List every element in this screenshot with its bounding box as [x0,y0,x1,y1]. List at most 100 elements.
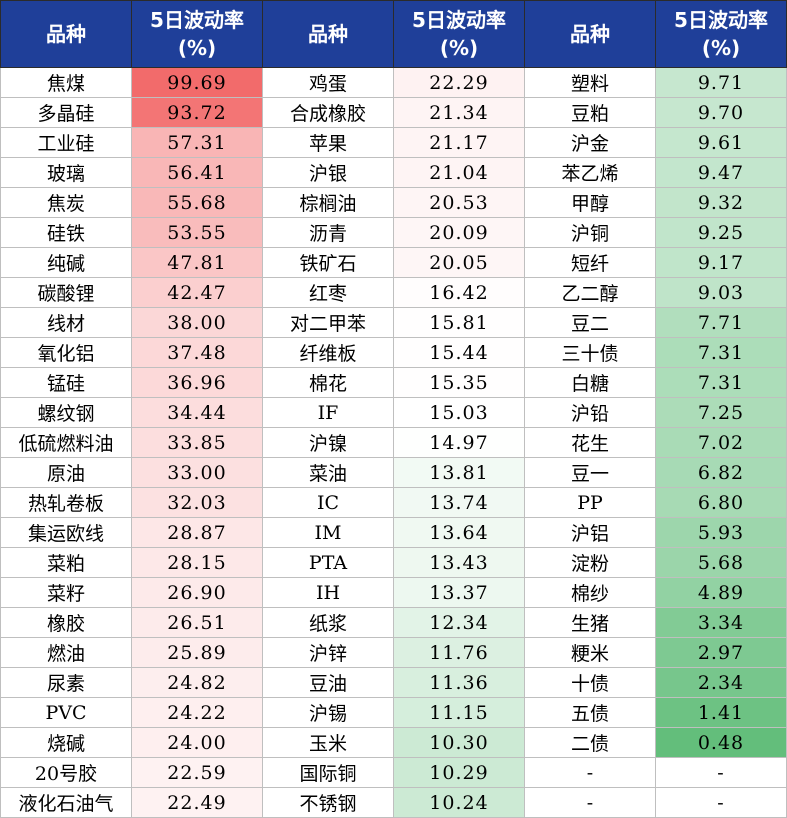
variety-cell: 棕榈油 [262,187,394,218]
volatility-cell: 55.68 [131,187,263,218]
volatility-cell: 20.53 [393,187,525,218]
variety-cell: 沪铜 [524,217,656,248]
table-row: 碳酸锂 42.47 红枣 16.42 乙二醇 9.03 [0,277,787,308]
table-row: 纯碱 47.81 铁矿石 20.05 短纤 9.17 [0,247,787,278]
volatility-cell: 7.02 [655,427,787,458]
volatility-cell: 56.41 [131,157,263,188]
table-row: 焦煤 99.69 鸡蛋 22.29 塑料 9.71 [0,67,787,98]
volatility-cell: 20.09 [393,217,525,248]
variety-cell: IM [262,517,394,548]
variety-cell: 菜油 [262,457,394,488]
volatility-cell: 11.36 [393,667,525,698]
header-volatility-2: 5日波动率 (%) [393,0,525,68]
variety-cell: 菜籽 [0,577,132,608]
variety-cell: 乙二醇 [524,277,656,308]
variety-cell: 纤维板 [262,337,394,368]
variety-cell: 多晶硅 [0,97,132,128]
variety-cell: IH [262,577,394,608]
volatility-cell: 15.81 [393,307,525,338]
volatility-cell: 7.31 [655,337,787,368]
variety-cell: PVC [0,697,132,728]
table-row: 菜粕 28.15 PTA 13.43 淀粉 5.68 [0,547,787,578]
volatility-cell: 22.49 [131,787,263,818]
volatility-cell: 9.17 [655,247,787,278]
header-row: 品种 5日波动率 (%) 品种 5日波动率 (%) 品种 5日波动率 (%) [0,0,787,68]
volatility-cell: 24.82 [131,667,263,698]
volatility-cell: 9.70 [655,97,787,128]
variety-cell: IC [262,487,394,518]
variety-cell: 烧碱 [0,727,132,758]
volatility-cell: 99.69 [131,67,263,98]
variety-cell: 锰硅 [0,367,132,398]
variety-cell: 沪锌 [262,637,394,668]
variety-cell: 沪铅 [524,397,656,428]
variety-cell: 玉米 [262,727,394,758]
variety-cell: 棉花 [262,367,394,398]
table-row: PVC 24.22 沪锡 11.15 五债 1.41 [0,697,787,728]
variety-cell: 塑料 [524,67,656,98]
table-row: 低硫燃料油 33.85 沪镍 14.97 花生 7.02 [0,427,787,458]
volatility-cell: 13.37 [393,577,525,608]
variety-cell: 铁矿石 [262,247,394,278]
variety-cell: 苹果 [262,127,394,158]
volatility-cell: 26.90 [131,577,263,608]
variety-cell: PTA [262,547,394,578]
variety-cell: - [524,787,656,818]
volatility-cell: 38.00 [131,307,263,338]
variety-cell: 橡胶 [0,607,132,638]
table-row: 工业硅 57.31 苹果 21.17 沪金 9.61 [0,127,787,158]
volatility-cell: 15.35 [393,367,525,398]
table-row: 尿素 24.82 豆油 11.36 十债 2.34 [0,667,787,698]
volatility-cell: 3.34 [655,607,787,638]
variety-cell: 液化石油气 [0,787,132,818]
volatility-cell: 34.44 [131,397,263,428]
volatility-cell: 22.59 [131,757,263,788]
variety-cell: 沪锡 [262,697,394,728]
volatility-cell: 2.34 [655,667,787,698]
variety-cell: 甲醇 [524,187,656,218]
variety-cell: 五债 [524,697,656,728]
table-row: 硅铁 53.55 沥青 20.09 沪铜 9.25 [0,217,787,248]
header-variety-3: 品种 [524,0,656,68]
volatility-cell: 21.17 [393,127,525,158]
volatility-cell: 32.03 [131,487,263,518]
volatility-cell: 11.15 [393,697,525,728]
variety-cell: 豆二 [524,307,656,338]
header-variety-label: 品种 [308,22,348,46]
variety-cell: 粳米 [524,637,656,668]
volatility-cell: 13.81 [393,457,525,488]
header-unit-label: (%) [439,36,479,60]
volatility-cell: 0.48 [655,727,787,758]
volatility-cell: 57.31 [131,127,263,158]
variety-cell: 尿素 [0,667,132,698]
variety-cell: 鸡蛋 [262,67,394,98]
volatility-cell: 10.29 [393,757,525,788]
volatility-cell: 9.61 [655,127,787,158]
volatility-cell: 42.47 [131,277,263,308]
header-volatility-label: 5日波动率 [674,8,768,32]
header-variety-1: 品种 [0,0,132,68]
table-row: 焦炭 55.68 棕榈油 20.53 甲醇 9.32 [0,187,787,218]
volatility-cell: 21.34 [393,97,525,128]
variety-cell: 低硫燃料油 [0,427,132,458]
volatility-cell: 14.97 [393,427,525,458]
table-row: 液化石油气 22.49 不锈钢 10.24- - [0,787,787,818]
volatility-cell: 20.05 [393,247,525,278]
header-volatility-label: 5日波动率 [150,8,244,32]
volatility-cell: 5.68 [655,547,787,578]
variety-cell: 不锈钢 [262,787,394,818]
variety-cell: 纸浆 [262,607,394,638]
volatility-cell: 9.71 [655,67,787,98]
variety-cell: 苯乙烯 [524,157,656,188]
variety-cell: 原油 [0,457,132,488]
volatility-cell: 47.81 [131,247,263,278]
variety-cell: IF [262,397,394,428]
variety-cell: PP [524,487,656,518]
table-row: 原油 33.00 菜油 13.81 豆一 6.82 [0,457,787,488]
variety-cell: 二债 [524,727,656,758]
variety-cell: 菜粕 [0,547,132,578]
variety-cell: 纯碱 [0,247,132,278]
variety-cell: 20号胶 [0,757,132,788]
volatility-cell: 10.30 [393,727,525,758]
variety-cell: 沪银 [262,157,394,188]
